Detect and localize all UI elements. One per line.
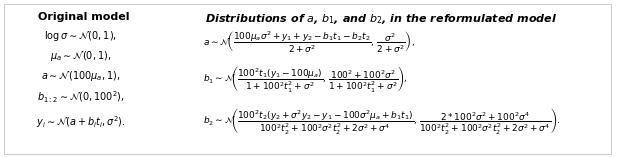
Text: $a \sim \mathcal{N}\!\left(\dfrac{100\mu_a\sigma^2 + y_1 + y_2 - b_1t_1 - b_2t_2: $a \sim \mathcal{N}\!\left(\dfrac{100\mu…: [204, 29, 415, 55]
Text: $b_1 \sim \mathcal{N}\!\left(\dfrac{100^2 t_1(y_1 - 100\mu_a)}{1+100^2t_1^2+\sig: $b_1 \sim \mathcal{N}\!\left(\dfrac{100^…: [204, 64, 408, 94]
Text: $\log \sigma \sim \mathcal{N}(0,1),$: $\log \sigma \sim \mathcal{N}(0,1),$: [44, 29, 118, 43]
Text: $a \sim \mathcal{N}(100\mu_a, 1),$: $a \sim \mathcal{N}(100\mu_a, 1),$: [41, 69, 121, 83]
Text: $\mu_a \sim \mathcal{N}(0,1),$: $\mu_a \sim \mathcal{N}(0,1),$: [51, 49, 111, 63]
Text: $b_{1:2} \sim \mathcal{N}(0, 100^2),$: $b_{1:2} \sim \mathcal{N}(0, 100^2),$: [37, 90, 125, 105]
Text: Original model: Original model: [38, 12, 130, 22]
FancyBboxPatch shape: [4, 4, 611, 154]
Text: Distributions of $a$, $b_1$, and $b_2$, in the reformulated model: Distributions of $a$, $b_1$, and $b_2$, …: [205, 12, 557, 26]
Text: $b_2 \sim \mathcal{N}\!\left(\dfrac{100^2 t_2(y_2+\sigma^2 y_2 - y_1 - 100\sigma: $b_2 \sim \mathcal{N}\!\left(\dfrac{100^…: [204, 106, 561, 136]
Text: $y_i \sim \mathcal{N}(a + b_i t_i, \sigma^2).$: $y_i \sim \mathcal{N}(a + b_i t_i, \sigm…: [36, 115, 126, 130]
